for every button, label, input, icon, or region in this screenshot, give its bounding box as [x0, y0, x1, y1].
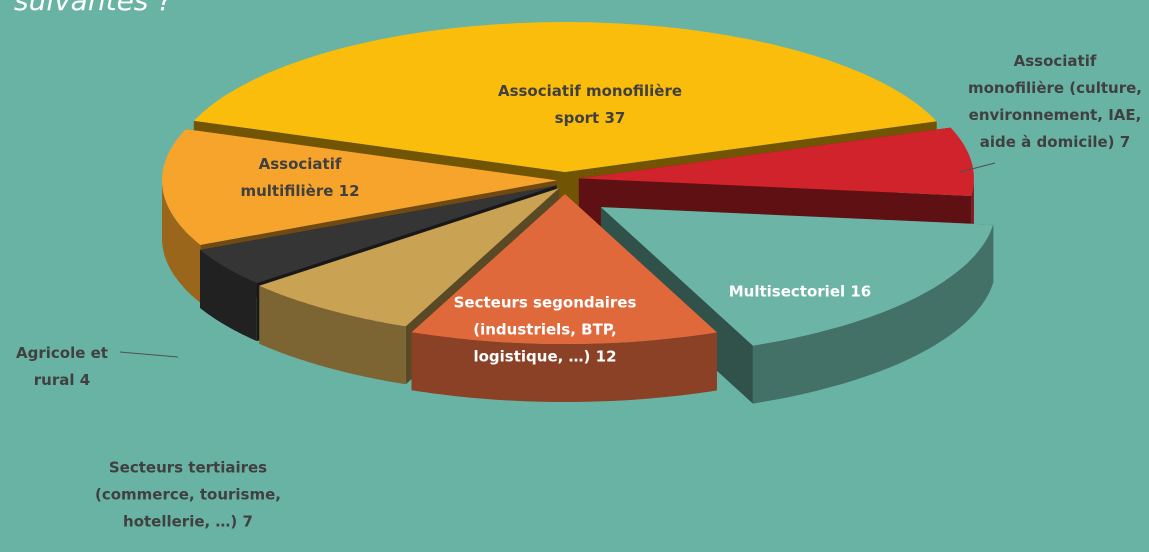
category-label: Secteurs tertiaires (commerce, tourisme,…: [95, 458, 281, 531]
slice-label: Secteurs tertiaires (commerce, tourisme,…: [93, 455, 283, 536]
slice: [578, 127, 974, 196]
value-label: 12: [595, 347, 617, 366]
leader-line: [959, 162, 996, 173]
slice-side: [259, 285, 406, 385]
category-label: Multisectoriel: [728, 282, 846, 301]
category-label: Associatif monofilière (culture, environ…: [968, 52, 1142, 151]
slice-side: [200, 250, 257, 342]
slice-side: [752, 224, 994, 404]
slice: [162, 129, 557, 245]
value-label: 7: [1119, 133, 1131, 151]
category-label: Secteurs segondaires (industriels, BTP, …: [453, 293, 637, 366]
slice-label: Multisectoriel 16: [720, 279, 880, 306]
value-label: 4: [79, 371, 91, 389]
value-label: 37: [604, 109, 626, 127]
chart-title: suivantes ?: [14, 0, 173, 17]
slice: [193, 22, 937, 172]
category-label: Associatif monofilière sport: [497, 82, 683, 127]
slice-side: [162, 180, 201, 303]
slice-side: [411, 332, 717, 402]
slice-label: Associatif monofilière (culture, environ…: [968, 48, 1143, 156]
slice: [600, 207, 994, 346]
value-label: 16: [850, 282, 872, 301]
slice: [411, 194, 717, 344]
category-label: Associatif multifilière: [240, 155, 342, 200]
value-label: 12: [338, 182, 360, 200]
slice-label: Agricole et rural 4: [7, 340, 117, 394]
slice: [259, 188, 560, 327]
slice-label: Secteurs segondaires (industriels, BTP, …: [440, 290, 650, 371]
slice: [200, 185, 557, 284]
slice-label: Associatif monofilière sport 37: [490, 78, 690, 132]
leader-line: [119, 351, 179, 358]
slice-label: Associatif multifilière 12: [210, 151, 390, 205]
category-label: Agricole et rural: [16, 344, 108, 389]
value-label: 7: [242, 512, 253, 531]
